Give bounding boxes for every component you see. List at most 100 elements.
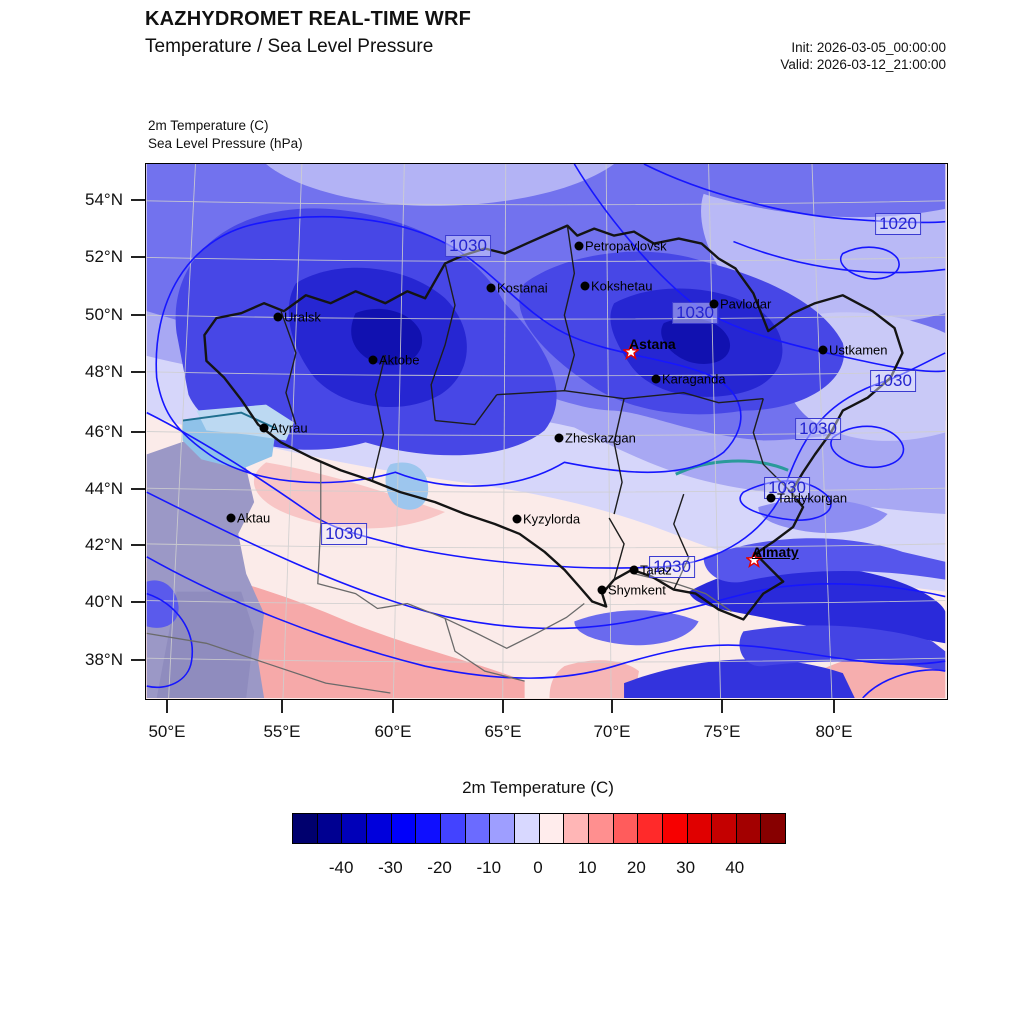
colorbar-cell [712, 814, 737, 843]
colorbar-cell [391, 814, 417, 843]
city-label-kostanai: Kostanai [497, 280, 548, 296]
city-label-petropavlovsk: Petropavlovsk [585, 238, 667, 254]
city-dot-marker [629, 565, 639, 575]
lat-tick-label: 48°N [85, 362, 123, 381]
city-label-kyzylorda: Kyzylorda [523, 511, 581, 527]
field-label-pressure: Sea Level Pressure (hPa) [148, 136, 303, 151]
colorbar-tick-label: 0 [533, 858, 543, 877]
colorbar-tick-label: -10 [476, 858, 502, 877]
city-label-almaty: Almaty [752, 544, 799, 560]
colorbar-cell [514, 814, 540, 843]
city-label-shymkent: Shymkent [608, 582, 666, 598]
colorbar-cell [440, 814, 466, 843]
city-dot-marker [818, 345, 828, 355]
colorbar-cell [638, 814, 663, 843]
city-label-uralsk: Uralsk [284, 309, 321, 325]
lat-tick-label: 38°N [85, 650, 123, 669]
lon-tick-label: 80°E [815, 722, 853, 741]
city-dot-marker [226, 513, 236, 523]
colorbar-cell [736, 814, 762, 843]
lat-tick [131, 431, 145, 433]
lat-tick-label: 54°N [85, 190, 123, 209]
colorbar [292, 813, 786, 844]
city-dot-marker [368, 355, 378, 365]
colorbar-cell [564, 814, 589, 843]
pressure-contour-label: 1030 [870, 370, 916, 392]
lat-tick-label: 46°N [85, 422, 123, 441]
city-dot-marker [574, 241, 584, 251]
city-dot-marker [512, 514, 522, 524]
lat-tick [131, 601, 145, 603]
city-dot-marker [709, 299, 719, 309]
city-dot-marker [766, 493, 776, 503]
lon-tick-label: 75°E [703, 722, 741, 741]
colorbar-cell [613, 814, 639, 843]
colorbar-cell [416, 814, 441, 843]
colorbar-cell [662, 814, 688, 843]
city-label-pavlodar: Pavlodar [720, 296, 772, 312]
lat-tick [131, 199, 145, 201]
colorbar-cell [465, 814, 491, 843]
lat-tick-label: 50°N [85, 305, 123, 324]
city-label-kokshetau: Kokshetau [591, 278, 653, 294]
lon-tick [833, 700, 835, 713]
valid-timestamp: Valid: 2026-03-12_21:00:00 [780, 57, 946, 72]
lon-tick [721, 700, 723, 713]
lat-tick [131, 488, 145, 490]
colorbar-cell [588, 814, 614, 843]
pressure-contour-label: 1030 [672, 302, 718, 324]
colorbar-tick-label: 30 [676, 858, 696, 877]
city-dot-marker [651, 374, 661, 384]
city-label-atyrau: Atyrau [270, 420, 308, 436]
city-label-aktau: Aktau [237, 510, 271, 526]
temperature-field-art [146, 164, 946, 698]
city-label-ustkamen: Ustkamen [829, 342, 888, 358]
lat-tick-label: 52°N [85, 247, 123, 266]
city-label-taldykorgan: Taldykorgan [777, 490, 848, 506]
lon-tick [392, 700, 394, 713]
pressure-contour-label: 1030 [764, 477, 810, 499]
colorbar-cell [366, 814, 392, 843]
init-timestamp: Init: 2026-03-05_00:00:00 [791, 40, 946, 55]
lat-tick-label: 44°N [85, 479, 123, 498]
lon-tick-label: 55°E [263, 722, 301, 741]
colorbar-cell [539, 814, 565, 843]
city-label-taraz: Taraz [640, 562, 672, 578]
lat-tick [131, 659, 145, 661]
colorbar-tick-label: -40 [328, 858, 354, 877]
city-dot-marker [273, 312, 283, 322]
lat-tick-label: 42°N [85, 535, 123, 554]
city-label-aktobe: Aktobe [379, 352, 420, 368]
lat-tick [131, 544, 145, 546]
colorbar-cell [761, 814, 786, 843]
lon-tick-label: 50°E [148, 722, 186, 741]
colorbar-cell [317, 814, 343, 843]
city-label-zheskazgan: Zheskazgan [565, 430, 636, 446]
colorbar-tick-label: 10 [577, 858, 597, 877]
lon-tick-label: 60°E [374, 722, 412, 741]
lon-tick [281, 700, 283, 713]
lon-tick-label: 65°E [484, 722, 522, 741]
colorbar-tick-label: -30 [378, 858, 403, 877]
city-dot-marker [554, 433, 564, 443]
colorbar-cell [490, 814, 515, 843]
lon-tick-label: 70°E [593, 722, 631, 741]
colorbar-title: 2m Temperature (C) [462, 778, 614, 797]
colorbar-cell [687, 814, 713, 843]
lon-tick [611, 700, 613, 713]
pressure-contour-label: 1030 [795, 418, 841, 440]
map-canvas[interactable]: 1030 1020 1030 1030 1030 1030 1030 1030 Petropa… [145, 163, 948, 700]
city-dot-marker [486, 283, 496, 293]
page-title: KAZHYDROMET REAL-TIME WRF [145, 8, 472, 30]
lat-tick [131, 371, 145, 373]
city-dot-marker [597, 585, 607, 595]
city-dot-marker [580, 281, 590, 291]
field-label-temperature: 2m Temperature (C) [148, 118, 269, 133]
lat-tick [131, 256, 145, 258]
city-label-karaganda: Karaganda [662, 371, 726, 387]
colorbar-cell [293, 814, 318, 843]
colorbar-tick-label: 20 [626, 858, 646, 877]
pressure-contour-label: 1020 [875, 213, 921, 235]
pressure-contour-label: 1030 [649, 556, 695, 578]
